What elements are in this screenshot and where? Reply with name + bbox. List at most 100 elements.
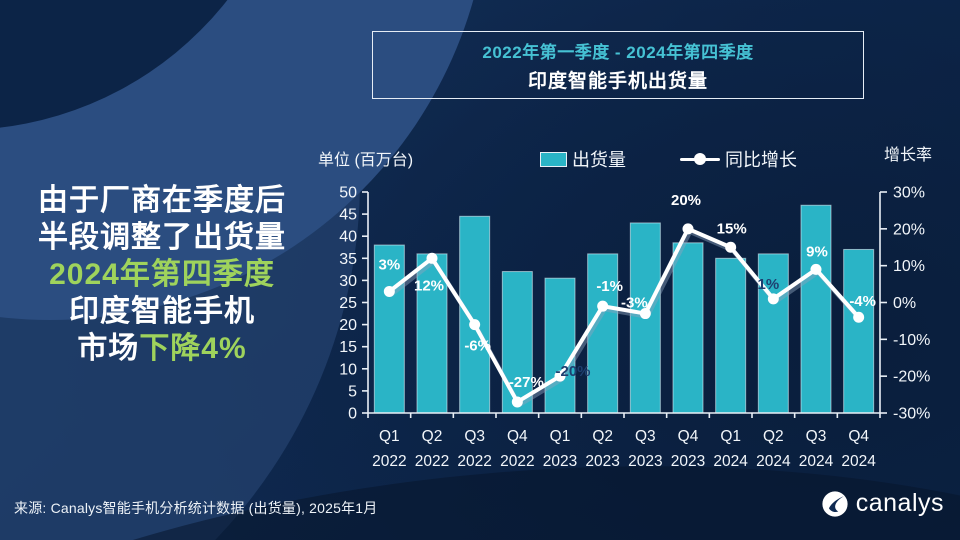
x-label-quarter: Q3: [464, 428, 485, 445]
x-label-quarter: Q1: [720, 428, 741, 445]
growth-point-label: -4%: [849, 293, 876, 310]
headline-line-2: 半段调整了出货量: [38, 221, 286, 254]
x-label-year: 2022: [500, 453, 534, 470]
growth-marker-Q4-2022: [511, 396, 523, 408]
headline-line-4: 印度智能手机: [69, 295, 255, 328]
right-axis-title: 增长率: [884, 147, 933, 164]
key-insight-headline: 由于厂商在季度后 半段调整了出货量 2024年第四季度 印度智能手机 市场下降4…: [8, 182, 316, 367]
left-axis-tick-label: 10: [339, 361, 357, 378]
growth-marker-Q3-2023: [639, 308, 651, 320]
shipments-bar-Q4-2024: [843, 248, 875, 414]
x-label-year: 2023: [628, 453, 662, 470]
left-axis-tick-label: 35: [339, 251, 357, 268]
growth-marker-Q3-2022: [469, 319, 481, 331]
growth-marker-Q1-2022: [383, 285, 395, 297]
right-axis-tick-label: -30%: [893, 406, 930, 423]
shipments-bar-Q1-2024: [715, 257, 747, 414]
left-axis-tick-label: 30: [339, 273, 357, 290]
x-label-year: 2024: [756, 453, 791, 470]
growth-point-label: 12%: [414, 277, 444, 294]
legend-growth-label: 同比增长: [725, 150, 797, 170]
growth-marker-Q2-2022: [426, 252, 438, 264]
x-label-year: 2022: [372, 453, 406, 470]
x-label-year: 2023: [671, 453, 705, 470]
shipments-bar-Q3-2023: [629, 222, 661, 414]
shipments-bar-Q2-2022: [416, 253, 448, 414]
shipments-bar-Q1-2022: [373, 244, 405, 414]
right-axis-tick-label: 20%: [893, 221, 925, 238]
shipments-bar-Q4-2022: [501, 271, 533, 414]
legend-item-shipments: 出货量: [540, 146, 626, 172]
headline-line-5-green: 下降4%: [139, 332, 247, 365]
x-label-year: 2024: [841, 453, 876, 470]
growth-point-label: -27%: [509, 374, 544, 391]
growth-marker-Q2-2024: [767, 293, 779, 305]
left-axis-tick-label: 40: [339, 229, 357, 246]
x-label-quarter: Q2: [422, 428, 443, 445]
shipments-bar-Q4-2023: [672, 242, 704, 414]
x-label-quarter: Q2: [592, 428, 613, 445]
growth-marker-Q3-2024: [810, 263, 822, 275]
right-axis-tick-label: 30%: [893, 185, 925, 202]
left-axis-tick-label: 0: [348, 406, 357, 423]
headline-line-3: 2024年第四季度: [49, 258, 275, 291]
growth-marker-Q4-2024: [853, 311, 865, 323]
legend-shipments-label: 出货量: [572, 150, 626, 170]
x-label-quarter: Q1: [379, 428, 400, 445]
shipments-bar-Q3-2022: [459, 215, 491, 414]
chart-title-subject: 印度智能手机出货量: [527, 70, 708, 92]
growth-point-label: 20%: [671, 192, 701, 209]
canalys-logo-icon: [822, 490, 848, 517]
left-axis-tick-label: 25: [339, 295, 357, 312]
chart-legend: 出货量 同比增长: [540, 146, 797, 172]
x-label-year: 2024: [799, 453, 834, 470]
x-label-quarter: Q1: [550, 428, 571, 445]
right-axis-tick-label: -20%: [893, 369, 930, 386]
left-axis-tick-label: 15: [339, 339, 357, 356]
x-label-year: 2023: [543, 453, 577, 470]
left-axis-tick-label: 20: [339, 317, 357, 334]
source-note: 来源: Canalys智能手机分析统计数据 (出货量), 2025年1月: [14, 500, 378, 516]
right-axis-tick-label: 0%: [893, 295, 916, 312]
x-label-quarter: Q3: [635, 428, 656, 445]
left-axis-title: 单位 (百万台): [318, 152, 414, 169]
right-axis-tick-label: 10%: [893, 258, 925, 275]
x-label-year: 2023: [585, 453, 619, 470]
growth-point-label: 9%: [806, 243, 828, 260]
x-label-year: 2024: [713, 453, 748, 470]
canalys-logo-text: canalys: [855, 489, 944, 517]
headline-line-5-white: 市场: [77, 332, 140, 365]
shipments-bar-Q3-2024: [800, 204, 832, 414]
growth-point-label: 3%: [378, 256, 400, 273]
x-label-quarter: Q2: [763, 428, 784, 445]
growth-marker-Q1-2024: [725, 241, 737, 253]
x-label-quarter: Q4: [678, 428, 699, 445]
headline-line-1: 由于厂商在季度后: [38, 184, 286, 217]
left-axis-tick-label: 5: [348, 383, 357, 400]
growth-point-label: -1%: [596, 278, 623, 295]
headline-line-5: 市场下降4%: [8, 330, 316, 367]
left-axis-tick-label: 45: [339, 207, 357, 224]
canalys-logo: canalys: [821, 489, 944, 518]
legend-item-growth: 同比增长: [626, 146, 797, 172]
left-axis-tick-label: 50: [339, 185, 357, 202]
growth-marker-Q1-2023: [554, 370, 566, 382]
growth-line-icon: [680, 152, 720, 166]
growth-marker-Q4-2023: [682, 223, 694, 235]
growth-line: [387, 226, 861, 404]
chart-title-period: 2022年第一季度 - 2024年第四季度: [482, 42, 754, 62]
chart-title-box: 2022年第一季度 - 2024年第四季度 印度智能手机出货量: [372, 31, 864, 99]
x-label-quarter: Q3: [806, 428, 827, 445]
growth-point-label: 1%: [757, 276, 779, 293]
x-label-year: 2022: [457, 453, 491, 470]
growth-point-label: 15%: [717, 220, 747, 237]
growth-point-label: -6%: [464, 338, 491, 355]
shipments-swatch-icon: [540, 151, 567, 167]
growth-point-label: -20%: [555, 363, 590, 380]
x-label-quarter: Q4: [848, 428, 869, 445]
x-label-year: 2022: [415, 453, 449, 470]
x-label-quarter: Q4: [507, 428, 528, 445]
growth-point-label: -3%: [621, 295, 648, 312]
